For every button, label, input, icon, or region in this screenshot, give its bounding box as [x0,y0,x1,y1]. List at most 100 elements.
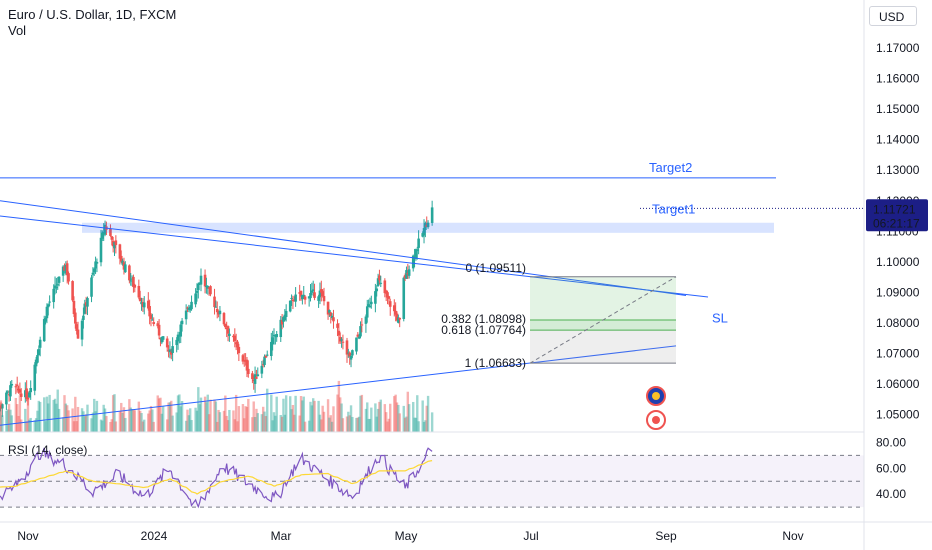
drawing-layer[interactable] [0,177,864,426]
volume-bar [397,404,400,432]
volume-bar [132,409,135,432]
eu-flag-icon[interactable] [646,386,666,406]
target1-label: Target1 [652,201,695,216]
candle [280,319,284,325]
volume-bar [61,417,65,432]
candle [55,286,58,289]
candle [130,278,134,280]
candle [292,299,296,302]
volume-bar [84,414,88,432]
candle [341,341,345,343]
time-tick-label: Jul [523,529,538,543]
candle [265,354,269,356]
candle [337,330,341,336]
candle [159,337,162,340]
volume-bar [426,395,430,432]
time-tick-label: Nov [17,529,38,543]
candle [7,394,11,396]
resistance-zone[interactable] [82,222,774,233]
candle [38,339,42,348]
volume-bar [114,421,118,432]
time-axis[interactable]: Nov 2024 Mar May Jul Sep Nov [17,529,803,543]
volume-bar [43,397,46,432]
volume-bar [103,408,107,432]
rsi-line[interactable] [0,447,433,509]
candle [256,374,260,376]
candle [205,285,208,288]
candle [113,241,116,249]
volume-bar [236,421,239,432]
candle [1,404,4,409]
volume-bar [137,401,141,432]
currency-button[interactable]: USD [869,6,917,26]
last-price-box[interactable] [866,199,928,232]
rsi-pane[interactable]: RSI (14, close) 80.00 60.00 40.00 [0,435,906,509]
us-flag-icon[interactable] [646,410,666,430]
volume-bar [102,404,105,432]
volume-bar [118,411,122,432]
candle [72,300,76,315]
candle [180,320,184,325]
candle [82,315,85,320]
volume-bar [303,421,307,432]
volume-bar [309,401,312,432]
symbol-title[interactable]: Euro / U.S. Dollar, 1D, FXCM [8,7,177,22]
volume-bar [263,411,266,432]
candle [332,317,335,322]
candle [405,270,408,279]
volume-bar [209,399,212,432]
candle [340,339,343,341]
volume-bar [337,380,341,432]
candle [168,349,172,353]
bar-countdown: 06:21:17 [873,216,920,230]
trendline-lower[interactable] [0,215,709,298]
candle [421,233,424,237]
rsi-tick-label: 80.00 [876,435,906,449]
volume-bar [52,399,55,432]
volume-bar [147,413,150,432]
candle [228,333,231,336]
volume-bar [422,421,426,432]
volume-indicator-label[interactable]: Vol [8,23,27,38]
volume-bar [216,421,219,432]
candle [171,346,174,353]
volume-bar [187,415,191,432]
volume-bar [283,414,287,432]
volume-bar [266,388,269,432]
candle [261,364,265,366]
volume-bar [6,409,9,432]
volume-bar [53,398,57,432]
trendline-upper[interactable] [0,200,687,296]
candle [368,305,372,307]
volume-bar [279,415,282,432]
candle [402,277,406,319]
volume-bar [1,415,4,432]
volume-bar [143,419,146,432]
price-axis[interactable]: 1.170001.160001.150001.140001.130001.120… [866,41,928,422]
candle [236,341,239,348]
candle [302,294,306,297]
candle [176,334,180,342]
volume-bar [370,407,373,432]
candle [165,338,169,348]
volume-bar [20,419,23,432]
volume-bar [299,396,303,432]
rsi-ma-line[interactable] [0,460,433,495]
time-tick-label: 2024 [141,529,168,543]
volume-bar [310,405,314,432]
candle [386,292,389,298]
candle [309,293,312,299]
volume-bar [120,402,123,432]
volume-bar [218,412,222,432]
support-trendline[interactable] [0,345,677,426]
volume-bar [176,395,180,432]
candle [357,336,361,339]
volume-bar [389,403,392,432]
volume-bar [151,409,154,432]
volume-bar [171,415,174,432]
sl-label: SL [712,311,728,326]
candle [152,322,156,325]
